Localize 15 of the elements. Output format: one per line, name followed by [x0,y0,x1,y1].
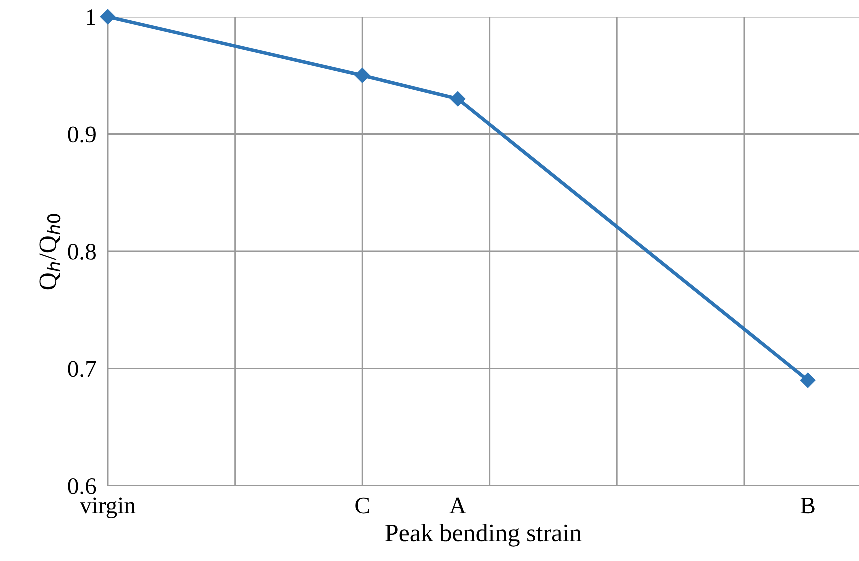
y-tick-label: 0.7 [68,361,96,378]
x-tick-label: A [450,498,466,514]
y-tick-label: 0.6 [68,478,96,495]
x-tick-label: B [800,498,815,514]
x-tick-label: C [356,498,370,514]
point [355,68,370,84]
point [100,9,116,25]
y-axis-title: Q$_{h}$/Q$_{h0}$ [40,214,61,290]
y-tick-label: 1 [87,10,96,26]
x-tick-label: virgin [80,498,136,519]
x-axis-title: Peak bending strain [386,524,582,547]
y-tick-label: 0.9 [68,126,96,143]
y-tick-label: 0.8 [68,244,96,260]
point [450,92,466,107]
point [800,372,816,388]
